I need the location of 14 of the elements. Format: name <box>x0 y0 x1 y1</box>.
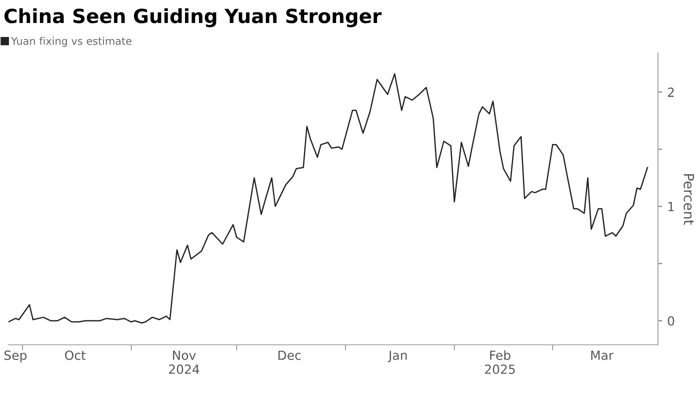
y-tick-label: 1 <box>668 202 674 212</box>
x-tick-label: Nov 2024 <box>168 350 200 374</box>
x-tick-label: Feb 2025 <box>485 350 515 374</box>
chart-title: China Seen Guiding Yuan Stronger <box>4 8 382 28</box>
y-tick-label: 0 <box>668 316 674 326</box>
x-tick-label: Jan <box>388 350 407 362</box>
x-tick-label: Dec <box>278 350 301 360</box>
y-axis-title: Percent <box>684 174 694 225</box>
y-tick-label: 2 <box>668 88 674 97</box>
x-tick-label: Mar <box>591 350 614 360</box>
x-tick-label: Sep <box>4 350 27 362</box>
legend-label: Yuan fixing vs estimate <box>11 36 132 47</box>
x-tick-label: Oct <box>65 350 86 360</box>
line-series <box>8 73 648 324</box>
